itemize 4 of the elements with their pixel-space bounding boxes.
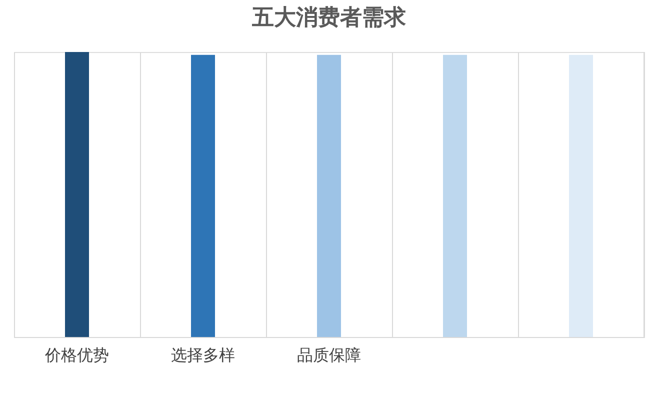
x-tick-label: 选择多样 <box>171 346 235 364</box>
chart-title: 五大消费者需求 <box>251 4 407 30</box>
x-tick-label: 品质保障 <box>297 346 361 364</box>
x-tick-label: 价格优势 <box>44 346 109 364</box>
